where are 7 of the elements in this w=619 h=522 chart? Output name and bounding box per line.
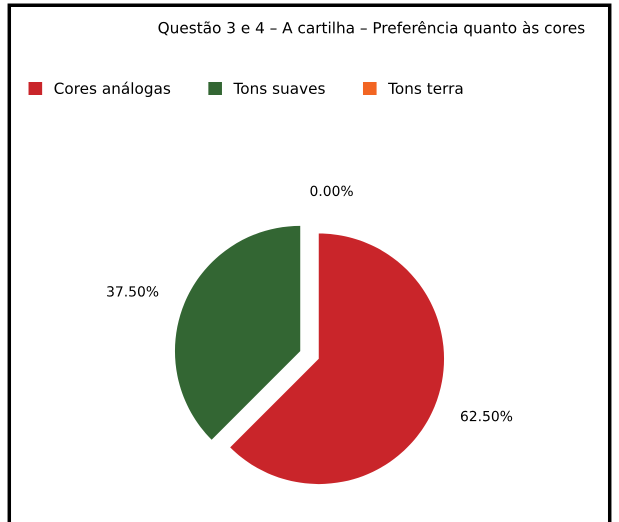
chart-title: Questão 3 e 4 – A cartilha – Preferência quanto às cores: [158, 21, 584, 36]
legend-label: Cores análogas: [54, 82, 170, 98]
legend-label: Tons terra: [388, 82, 462, 94]
data-label: 37.50%: [107, 286, 158, 297]
legend-label: Tons suaves: [233, 82, 325, 94]
text: 0.00%: [310, 186, 353, 196]
data-label: 62.50%: [460, 410, 512, 422]
